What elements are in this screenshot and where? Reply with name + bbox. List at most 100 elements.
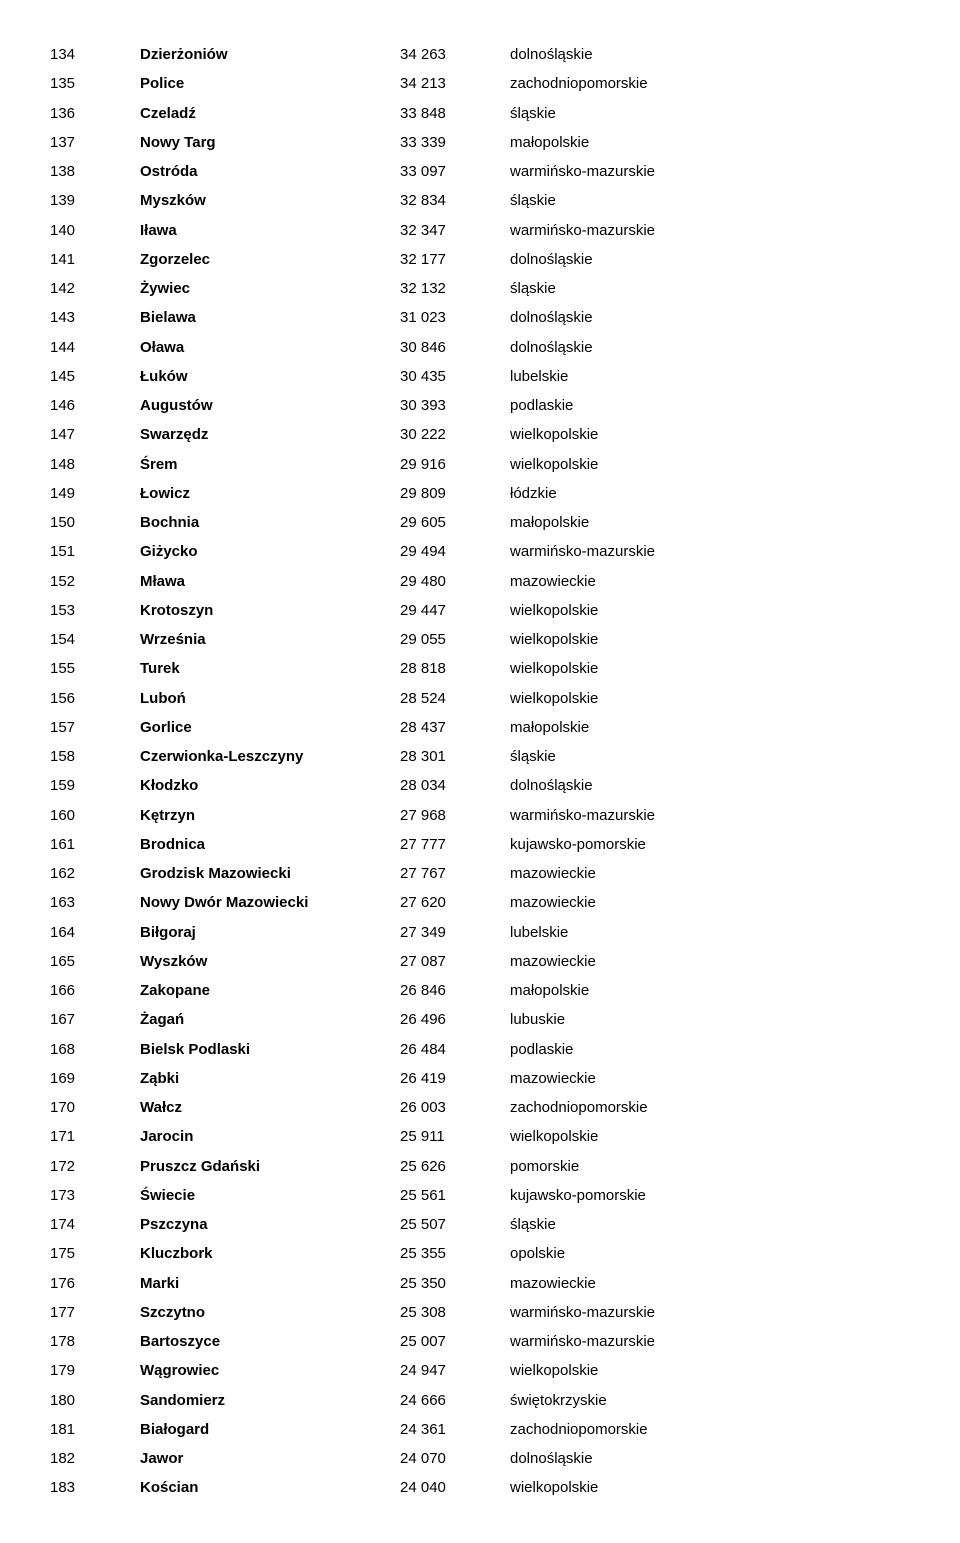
table-row: 181Białogard24 361zachodniopomorskie bbox=[50, 1415, 910, 1444]
city-name: Żywiec bbox=[140, 274, 400, 303]
table-row: 156Luboń28 524wielkopolskie bbox=[50, 684, 910, 713]
region: lubuskie bbox=[510, 1005, 910, 1034]
region: śląskie bbox=[510, 274, 910, 303]
table-row: 140Iława32 347warmińsko-mazurskie bbox=[50, 216, 910, 245]
population: 28 034 bbox=[400, 771, 510, 800]
row-number: 175 bbox=[50, 1239, 140, 1268]
city-name: Giżycko bbox=[140, 537, 400, 566]
population: 26 846 bbox=[400, 976, 510, 1005]
region: śląskie bbox=[510, 742, 910, 771]
row-number: 183 bbox=[50, 1473, 140, 1502]
row-number: 140 bbox=[50, 216, 140, 245]
population: 32 177 bbox=[400, 245, 510, 274]
table-row: 162Grodzisk Mazowiecki27 767mazowieckie bbox=[50, 859, 910, 888]
city-name: Łuków bbox=[140, 362, 400, 391]
city-name: Śrem bbox=[140, 450, 400, 479]
city-name: Łowicz bbox=[140, 479, 400, 508]
table-row: 148Śrem29 916wielkopolskie bbox=[50, 450, 910, 479]
population: 25 507 bbox=[400, 1210, 510, 1239]
population: 26 484 bbox=[400, 1035, 510, 1064]
population: 28 524 bbox=[400, 684, 510, 713]
region: kujawsko-pomorskie bbox=[510, 1181, 910, 1210]
table-row: 165Wyszków27 087mazowieckie bbox=[50, 947, 910, 976]
row-number: 136 bbox=[50, 99, 140, 128]
city-name: Pszczyna bbox=[140, 1210, 400, 1239]
row-number: 179 bbox=[50, 1356, 140, 1385]
row-number: 149 bbox=[50, 479, 140, 508]
city-name: Kościan bbox=[140, 1473, 400, 1502]
table-row: 167Żagań26 496lubuskie bbox=[50, 1005, 910, 1034]
population: 29 916 bbox=[400, 450, 510, 479]
population: 27 349 bbox=[400, 918, 510, 947]
region: dolnośląskie bbox=[510, 303, 910, 332]
region: warmińsko-mazurskie bbox=[510, 216, 910, 245]
region: podlaskie bbox=[510, 391, 910, 420]
region: małopolskie bbox=[510, 976, 910, 1005]
population: 33 097 bbox=[400, 157, 510, 186]
row-number: 162 bbox=[50, 859, 140, 888]
row-number: 141 bbox=[50, 245, 140, 274]
region: małopolskie bbox=[510, 508, 910, 537]
population: 34 263 bbox=[400, 40, 510, 69]
table-row: 135Police34 213zachodniopomorskie bbox=[50, 69, 910, 98]
population: 26 419 bbox=[400, 1064, 510, 1093]
row-number: 181 bbox=[50, 1415, 140, 1444]
table-row: 158Czerwionka-Leszczyny28 301śląskie bbox=[50, 742, 910, 771]
population: 26 003 bbox=[400, 1093, 510, 1122]
population: 28 818 bbox=[400, 654, 510, 683]
city-name: Biłgoraj bbox=[140, 918, 400, 947]
city-name: Nowy Targ bbox=[140, 128, 400, 157]
city-name: Iława bbox=[140, 216, 400, 245]
row-number: 159 bbox=[50, 771, 140, 800]
region: zachodniopomorskie bbox=[510, 69, 910, 98]
region: śląskie bbox=[510, 1210, 910, 1239]
row-number: 165 bbox=[50, 947, 140, 976]
row-number: 164 bbox=[50, 918, 140, 947]
row-number: 174 bbox=[50, 1210, 140, 1239]
region: kujawsko-pomorskie bbox=[510, 830, 910, 859]
region: dolnośląskie bbox=[510, 245, 910, 274]
row-number: 180 bbox=[50, 1386, 140, 1415]
region: wielkopolskie bbox=[510, 684, 910, 713]
row-number: 134 bbox=[50, 40, 140, 69]
row-number: 152 bbox=[50, 567, 140, 596]
city-name: Bartoszyce bbox=[140, 1327, 400, 1356]
region: dolnośląskie bbox=[510, 1444, 910, 1473]
table-row: 157Gorlice28 437małopolskie bbox=[50, 713, 910, 742]
population: 30 393 bbox=[400, 391, 510, 420]
row-number: 156 bbox=[50, 684, 140, 713]
city-name: Turek bbox=[140, 654, 400, 683]
region: mazowieckie bbox=[510, 888, 910, 917]
region: wielkopolskie bbox=[510, 654, 910, 683]
city-name: Augustów bbox=[140, 391, 400, 420]
city-name: Luboń bbox=[140, 684, 400, 713]
table-row: 170Wałcz26 003zachodniopomorskie bbox=[50, 1093, 910, 1122]
population: 27 777 bbox=[400, 830, 510, 859]
population: 29 055 bbox=[400, 625, 510, 654]
region: świętokrzyskie bbox=[510, 1386, 910, 1415]
population: 32 347 bbox=[400, 216, 510, 245]
region: łódzkie bbox=[510, 479, 910, 508]
city-name: Dzierżoniów bbox=[140, 40, 400, 69]
row-number: 155 bbox=[50, 654, 140, 683]
population: 24 666 bbox=[400, 1386, 510, 1415]
table-row: 136Czeladź33 848śląskie bbox=[50, 99, 910, 128]
row-number: 146 bbox=[50, 391, 140, 420]
city-name: Gorlice bbox=[140, 713, 400, 742]
row-number: 167 bbox=[50, 1005, 140, 1034]
table-row: 139Myszków32 834śląskie bbox=[50, 186, 910, 215]
row-number: 148 bbox=[50, 450, 140, 479]
region: wielkopolskie bbox=[510, 450, 910, 479]
region: wielkopolskie bbox=[510, 1356, 910, 1385]
population: 25 308 bbox=[400, 1298, 510, 1327]
table-row: 183Kościan24 040wielkopolskie bbox=[50, 1473, 910, 1502]
region: małopolskie bbox=[510, 128, 910, 157]
row-number: 176 bbox=[50, 1269, 140, 1298]
region: śląskie bbox=[510, 186, 910, 215]
table-row: 172Pruszcz Gdański25 626pomorskie bbox=[50, 1152, 910, 1181]
population: 24 947 bbox=[400, 1356, 510, 1385]
region: śląskie bbox=[510, 99, 910, 128]
table-row: 177Szczytno25 308warmińsko-mazurskie bbox=[50, 1298, 910, 1327]
region: mazowieckie bbox=[510, 567, 910, 596]
row-number: 163 bbox=[50, 888, 140, 917]
